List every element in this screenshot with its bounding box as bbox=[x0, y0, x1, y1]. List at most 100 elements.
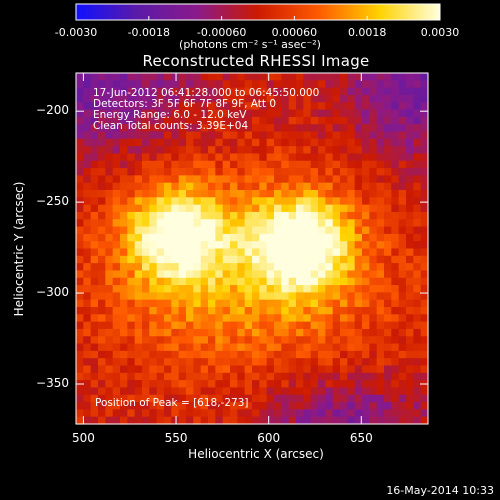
heatmap-cell bbox=[420, 102, 429, 111]
heatmap-cell bbox=[83, 372, 92, 381]
heatmap-cell bbox=[332, 387, 341, 396]
heatmap-cell bbox=[127, 277, 136, 286]
heatmap-cell bbox=[376, 365, 385, 374]
heatmap-cell bbox=[83, 197, 92, 206]
heatmap-cell bbox=[340, 350, 348, 359]
heatmap-cell bbox=[237, 365, 246, 374]
heatmap-cell bbox=[156, 182, 165, 191]
heatmap-cell bbox=[332, 73, 341, 81]
heatmap-cell bbox=[98, 241, 106, 250]
heatmap-cell bbox=[244, 336, 253, 345]
heatmap-cell bbox=[420, 328, 429, 337]
heatmap-cell bbox=[222, 402, 231, 410]
heatmap-cell bbox=[252, 299, 260, 308]
heatmap-cell bbox=[230, 307, 238, 315]
heatmap-cell bbox=[178, 263, 187, 272]
heatmap-cell bbox=[288, 402, 297, 410]
heatmap-cell bbox=[76, 307, 84, 315]
heatmap-cell bbox=[296, 314, 304, 323]
heatmap-cell bbox=[391, 80, 400, 89]
heatmap-cell bbox=[215, 380, 224, 389]
heatmap-cell bbox=[288, 182, 297, 191]
heatmap-cell bbox=[303, 241, 312, 250]
heatmap-cell bbox=[325, 321, 334, 330]
colorbar-tick-label: 0.0018 bbox=[347, 26, 387, 39]
heatmap-cell bbox=[252, 190, 260, 198]
heatmap-cell bbox=[332, 219, 341, 228]
heatmap-cell bbox=[164, 102, 172, 111]
heatmap-cell bbox=[230, 358, 238, 367]
heatmap-cell bbox=[252, 73, 260, 81]
heatmap-cell bbox=[362, 314, 370, 323]
heatmap-cell bbox=[134, 292, 143, 301]
heatmap-cell bbox=[178, 204, 187, 213]
heatmap-cell bbox=[83, 233, 92, 242]
heatmap-cell bbox=[237, 307, 246, 315]
heatmap-cell bbox=[98, 365, 106, 374]
heatmap-cell bbox=[90, 160, 99, 169]
heatmap-cell bbox=[420, 190, 429, 198]
heatmap-cell bbox=[347, 138, 356, 147]
heatmap-cell bbox=[142, 328, 150, 337]
heatmap-cell bbox=[391, 350, 400, 359]
heatmap-cell bbox=[237, 299, 246, 308]
heatmap-cell bbox=[318, 285, 326, 293]
heatmap-cell bbox=[149, 87, 158, 96]
heatmap-cell bbox=[413, 277, 422, 286]
heatmap-cell bbox=[310, 416, 319, 425]
heatmap-cell bbox=[156, 102, 165, 111]
heatmap-cell bbox=[105, 263, 114, 272]
heatmap-cell bbox=[413, 109, 422, 118]
heatmap-cell bbox=[120, 365, 128, 374]
heatmap-cell bbox=[76, 372, 84, 381]
heatmap-cell bbox=[222, 219, 231, 228]
heatmap-cell bbox=[222, 292, 231, 301]
heatmap-cell bbox=[98, 380, 106, 389]
heatmap-cell bbox=[127, 336, 136, 345]
heatmap-cell bbox=[105, 116, 114, 125]
heatmap-cell bbox=[208, 387, 216, 396]
heatmap-cell bbox=[340, 182, 348, 191]
heatmap-cell bbox=[244, 233, 253, 242]
heatmap-cell bbox=[149, 124, 158, 133]
heatmap-cell bbox=[413, 328, 422, 337]
heatmap-cell bbox=[384, 153, 392, 162]
heatmap-cell bbox=[354, 219, 363, 228]
x-tick-label: 550 bbox=[164, 431, 188, 445]
heatmap-cell bbox=[325, 277, 334, 286]
heatmap-cell bbox=[83, 402, 92, 410]
colorbar-tick-label: -0.0030 bbox=[54, 26, 98, 39]
heatmap-cell bbox=[215, 358, 224, 367]
heatmap-cell bbox=[369, 211, 378, 220]
heatmap-cell bbox=[340, 336, 348, 345]
heatmap-cell bbox=[259, 190, 268, 198]
heatmap-cell bbox=[112, 219, 121, 228]
heatmap-cell bbox=[391, 131, 400, 140]
heatmap-cell bbox=[215, 409, 224, 418]
heatmap-cell bbox=[237, 211, 246, 220]
heatmap-cell bbox=[420, 292, 429, 301]
heatmap-cell bbox=[281, 394, 290, 403]
heatmap-cell bbox=[369, 387, 378, 396]
heatmap-cell bbox=[376, 131, 385, 140]
info-total-counts: Clean Total counts: 3.39E+04 bbox=[93, 120, 249, 132]
heatmap-cell bbox=[156, 94, 165, 103]
heatmap-cell bbox=[193, 168, 202, 176]
heatmap-cell bbox=[369, 182, 378, 191]
heatmap-cell bbox=[230, 109, 238, 118]
heatmap-cell bbox=[332, 233, 341, 242]
heatmap-cell bbox=[398, 416, 407, 425]
heatmap-cell bbox=[303, 138, 312, 147]
heatmap-cell bbox=[391, 233, 400, 242]
heatmap-cell bbox=[171, 116, 180, 125]
heatmap-cell bbox=[230, 285, 238, 293]
heatmap-cell bbox=[120, 387, 128, 396]
heatmap-cell bbox=[178, 153, 187, 162]
heatmap-cell bbox=[142, 211, 150, 220]
heatmap-cell bbox=[76, 350, 84, 359]
heatmap-cell bbox=[142, 168, 150, 176]
heatmap-cell bbox=[376, 219, 385, 228]
heatmap-cell bbox=[164, 350, 172, 359]
colorbar-tick-label: -0.0018 bbox=[127, 26, 171, 39]
heatmap-cell bbox=[164, 80, 172, 89]
